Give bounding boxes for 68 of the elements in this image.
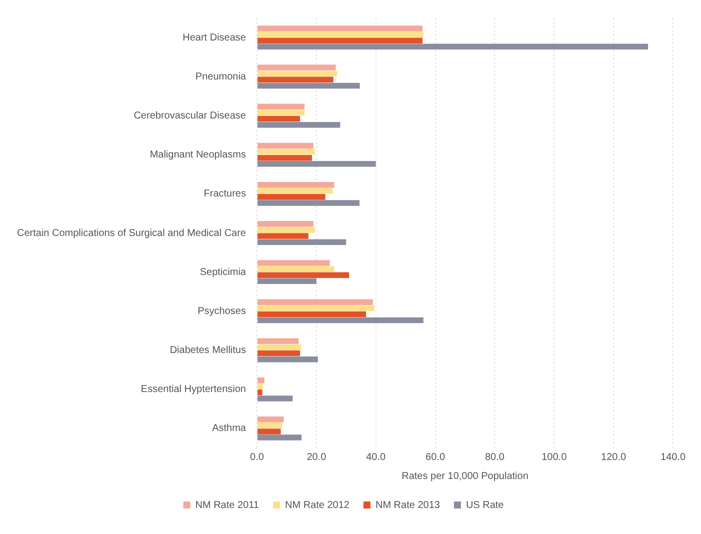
y-tick-label: Heart Disease [182, 32, 246, 44]
x-tick-label: 80.0 [484, 452, 505, 463]
bar [257, 104, 305, 110]
bar [257, 26, 423, 32]
bar [257, 221, 314, 227]
bar [257, 305, 374, 312]
x-tick-label: 20.0 [306, 452, 327, 463]
y-tick-label: Septicimia [200, 266, 246, 278]
x-tick-label: 0.0 [250, 452, 264, 463]
bar [257, 194, 326, 200]
bar [257, 344, 301, 350]
bar [257, 227, 315, 233]
bar [257, 434, 302, 440]
bar [257, 390, 262, 396]
y-tick-label: Pneumonia [195, 71, 246, 82]
bar [257, 396, 293, 402]
y-tick-label: Diabetes Mellitus [170, 345, 246, 356]
bar [257, 299, 373, 305]
bar [257, 383, 263, 390]
bar [257, 272, 350, 278]
x-tick-label: 140.0 [660, 452, 686, 463]
bar [257, 64, 336, 70]
bar [257, 122, 340, 128]
bar [257, 311, 366, 318]
legend-label: NM Rate 2013 [375, 500, 440, 511]
bar [257, 350, 300, 356]
bar [257, 110, 305, 116]
bar [257, 422, 282, 428]
x-tick-label: 100.0 [542, 452, 568, 463]
y-tick-label: Malignant Neoplasms [150, 150, 246, 161]
x-axis-title: Rates per 10,000 Population [402, 470, 528, 482]
bar [257, 377, 264, 384]
bar [257, 38, 423, 44]
bar [257, 200, 360, 206]
bar [257, 260, 330, 266]
y-tick-label: Psychoses [198, 306, 246, 317]
x-tick-label: 120.0 [601, 452, 627, 463]
bar [257, 76, 334, 83]
y-tick-label: Cerebrovascular Disease [134, 110, 246, 122]
bar [257, 317, 424, 324]
y-tick-label: Fractures [204, 188, 246, 200]
x-tick-label: 60.0 [426, 452, 446, 463]
bar [257, 182, 334, 188]
bar [257, 82, 360, 89]
bar [257, 416, 284, 422]
y-tick-label: Essential Hyptertension [140, 384, 246, 396]
bar [257, 278, 316, 284]
x-tick-label: 40.0 [366, 452, 386, 463]
bar [257, 148, 315, 155]
bar [257, 188, 333, 194]
y-tick-label: Certain Complications of Surgical and Medical Care [16, 228, 246, 239]
bar [257, 161, 376, 167]
bar [257, 266, 334, 272]
legend-label: US Rate [466, 500, 504, 511]
bar [257, 32, 424, 38]
bar [257, 356, 318, 362]
bar [257, 239, 346, 245]
bar [257, 70, 338, 76]
legend-label: NM Rate 2012 [284, 500, 350, 511]
bar [257, 116, 300, 122]
legend-label: NM Rate 2011 [195, 500, 260, 511]
bar [257, 44, 648, 50]
bar [257, 338, 299, 344]
bar [257, 154, 312, 161]
bar [257, 428, 281, 434]
bar [257, 233, 308, 239]
bar [257, 142, 314, 149]
y-tick-label: Asthma [212, 423, 246, 434]
